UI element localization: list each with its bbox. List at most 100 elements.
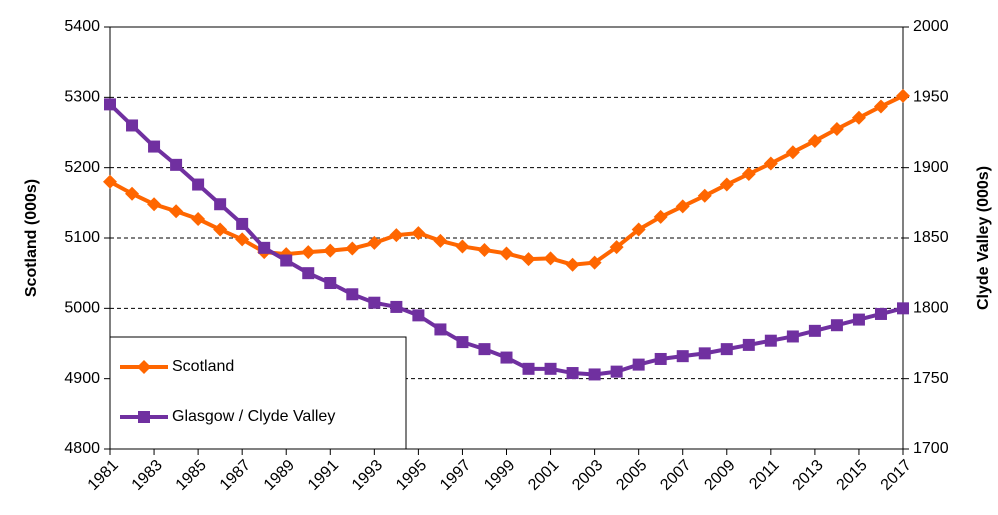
marker [148,140,161,153]
marker [653,209,668,224]
x-tick-label: 2013 [790,457,827,494]
marker [808,324,821,337]
x-tick-label: 2001 [525,457,562,494]
marker [610,365,623,378]
marker [433,233,448,248]
marker [698,347,711,360]
x-tick-label: 1991 [305,457,342,494]
marker [764,334,777,347]
marker [587,255,602,270]
x-tick-label: 1989 [261,457,298,494]
marker [192,178,205,191]
y-tick-label: 5100 [64,229,100,246]
marker [126,119,139,132]
x-tick-label: 1995 [393,457,430,494]
y-tick-label: 5400 [64,18,100,35]
marker [455,239,470,254]
marker [345,241,360,256]
marker [609,240,624,255]
x-tick-label: 2003 [569,457,606,494]
y2-tick-label: 1700 [913,440,949,457]
y2-tick-label: 1850 [913,229,949,246]
marker [104,98,116,111]
marker [138,411,150,423]
series-line [109,94,904,267]
marker [565,257,580,272]
legend-label: Scotland [172,358,234,375]
marker [456,336,469,349]
y-tick-label: 4800 [64,440,100,457]
y2-tick-label: 1750 [913,370,949,387]
legend-label: Glasgow / Clyde Valley [172,408,335,425]
x-tick-label: 2011 [746,457,782,493]
x-tick-label: 2015 [834,457,871,494]
y-tick-label: 5200 [64,159,100,176]
marker [566,367,579,380]
marker [301,245,316,260]
marker [675,199,690,214]
marker [434,323,447,336]
marker [170,158,183,171]
marker [697,188,712,203]
y2-axis-title: Clyde Valley (000s) [975,166,992,310]
marker [874,307,887,320]
legend: Scotland Glasgow / Clyde Valley [109,336,407,450]
marker [499,246,514,261]
marker [631,222,646,237]
marker [829,121,844,136]
marker [125,186,140,201]
marker [390,300,403,313]
y-tick-label: 4900 [64,370,100,387]
x-tick-label: 1987 [217,457,254,494]
y2-tick-label: 1950 [913,89,949,106]
marker [588,368,601,381]
legend-box [109,336,407,450]
x-tick-label: 1993 [349,457,386,494]
marker [720,343,733,356]
marker [654,352,667,365]
marker [214,198,227,211]
x-tick-label: 2017 [878,457,915,494]
marker [785,145,800,160]
marker [544,362,557,375]
marker [323,243,338,258]
x-tick-label: 2007 [657,457,694,494]
marker [280,254,293,267]
marker [236,217,249,230]
marker [873,99,888,114]
marker [632,358,645,371]
y-axis-title: Scotland (000s) [23,179,40,297]
y2-tick-label: 2000 [913,18,949,35]
marker [235,232,250,247]
marker [522,362,535,375]
marker [543,251,558,266]
marker [852,313,865,326]
marker [411,226,426,241]
x-tick-label: 2005 [613,457,650,494]
series-line [108,102,904,377]
marker [169,204,184,219]
x-tick-label: 2009 [701,457,738,494]
marker [807,133,822,148]
marker [830,319,843,332]
marker [213,222,228,237]
marker [763,156,778,171]
marker [346,288,359,301]
marker [500,351,513,364]
y2-tick-label: 1900 [913,159,949,176]
x-tick-label: 1983 [129,457,166,494]
marker [478,343,491,356]
marker [147,197,162,212]
y2-tick-label: 1800 [913,300,949,317]
marker [137,360,151,374]
marker [103,174,117,189]
marker [389,228,404,243]
x-tick-label: 1985 [173,457,210,494]
marker [477,242,492,257]
marker [741,166,756,181]
y-tick-label: 5000 [64,300,100,317]
x-tick-label: 1999 [481,457,518,494]
marker [897,302,909,315]
